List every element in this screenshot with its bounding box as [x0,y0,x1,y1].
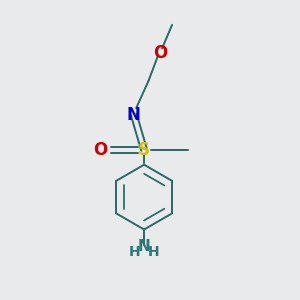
Text: N: N [138,239,151,254]
Text: O: O [153,44,167,62]
Text: H: H [148,244,159,259]
Text: O: O [93,141,107,159]
Text: N: N [127,106,141,124]
Text: H: H [129,244,140,259]
Text: S: S [138,141,150,159]
